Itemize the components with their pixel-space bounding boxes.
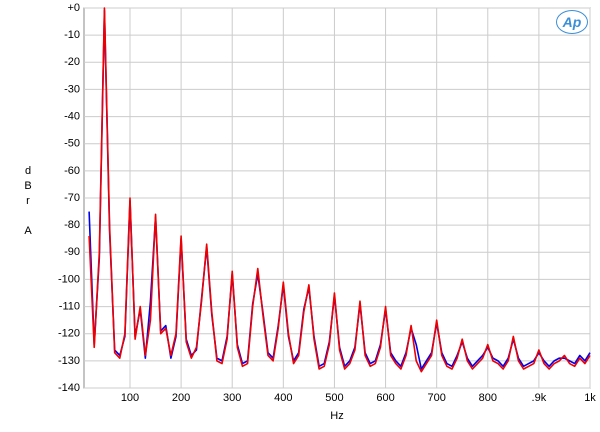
x-axis-label: Hz (330, 410, 343, 422)
x-tick-label: 1k (584, 392, 596, 404)
y-axis-label: dBr A (22, 165, 34, 240)
y-tick-label: -120 (58, 328, 80, 340)
y-tick-label: -110 (59, 300, 80, 312)
y-tick-label: -10 (64, 29, 80, 41)
y-tick-label: -40 (64, 110, 80, 122)
series-line (88, 7, 591, 373)
y-tick-label: -80 (64, 219, 80, 231)
y-tick-label: -130 (58, 355, 80, 367)
y-tick-label: -70 (64, 192, 80, 204)
y-tick-label: -50 (64, 138, 80, 150)
logo: Ap (556, 10, 588, 34)
x-tick-label: 800 (479, 392, 497, 404)
x-tick-label: 500 (325, 392, 343, 404)
y-tick-label: -140 (58, 382, 80, 394)
y-tick-label: -90 (64, 246, 80, 258)
x-tick-label: 300 (223, 392, 241, 404)
y-tick-label: +0 (67, 2, 80, 14)
x-tick-label: .9k (532, 392, 547, 404)
x-tick-label: 100 (121, 392, 139, 404)
x-tick-label: 700 (427, 392, 445, 404)
x-tick-label: 200 (172, 392, 190, 404)
x-tick-label: 400 (274, 392, 292, 404)
y-tick-label: -100 (58, 273, 80, 285)
x-tick-label: 600 (376, 392, 394, 404)
y-tick-label: -20 (64, 56, 80, 68)
y-tick-label: -30 (64, 83, 80, 95)
y-tick-label: -60 (64, 165, 80, 177)
